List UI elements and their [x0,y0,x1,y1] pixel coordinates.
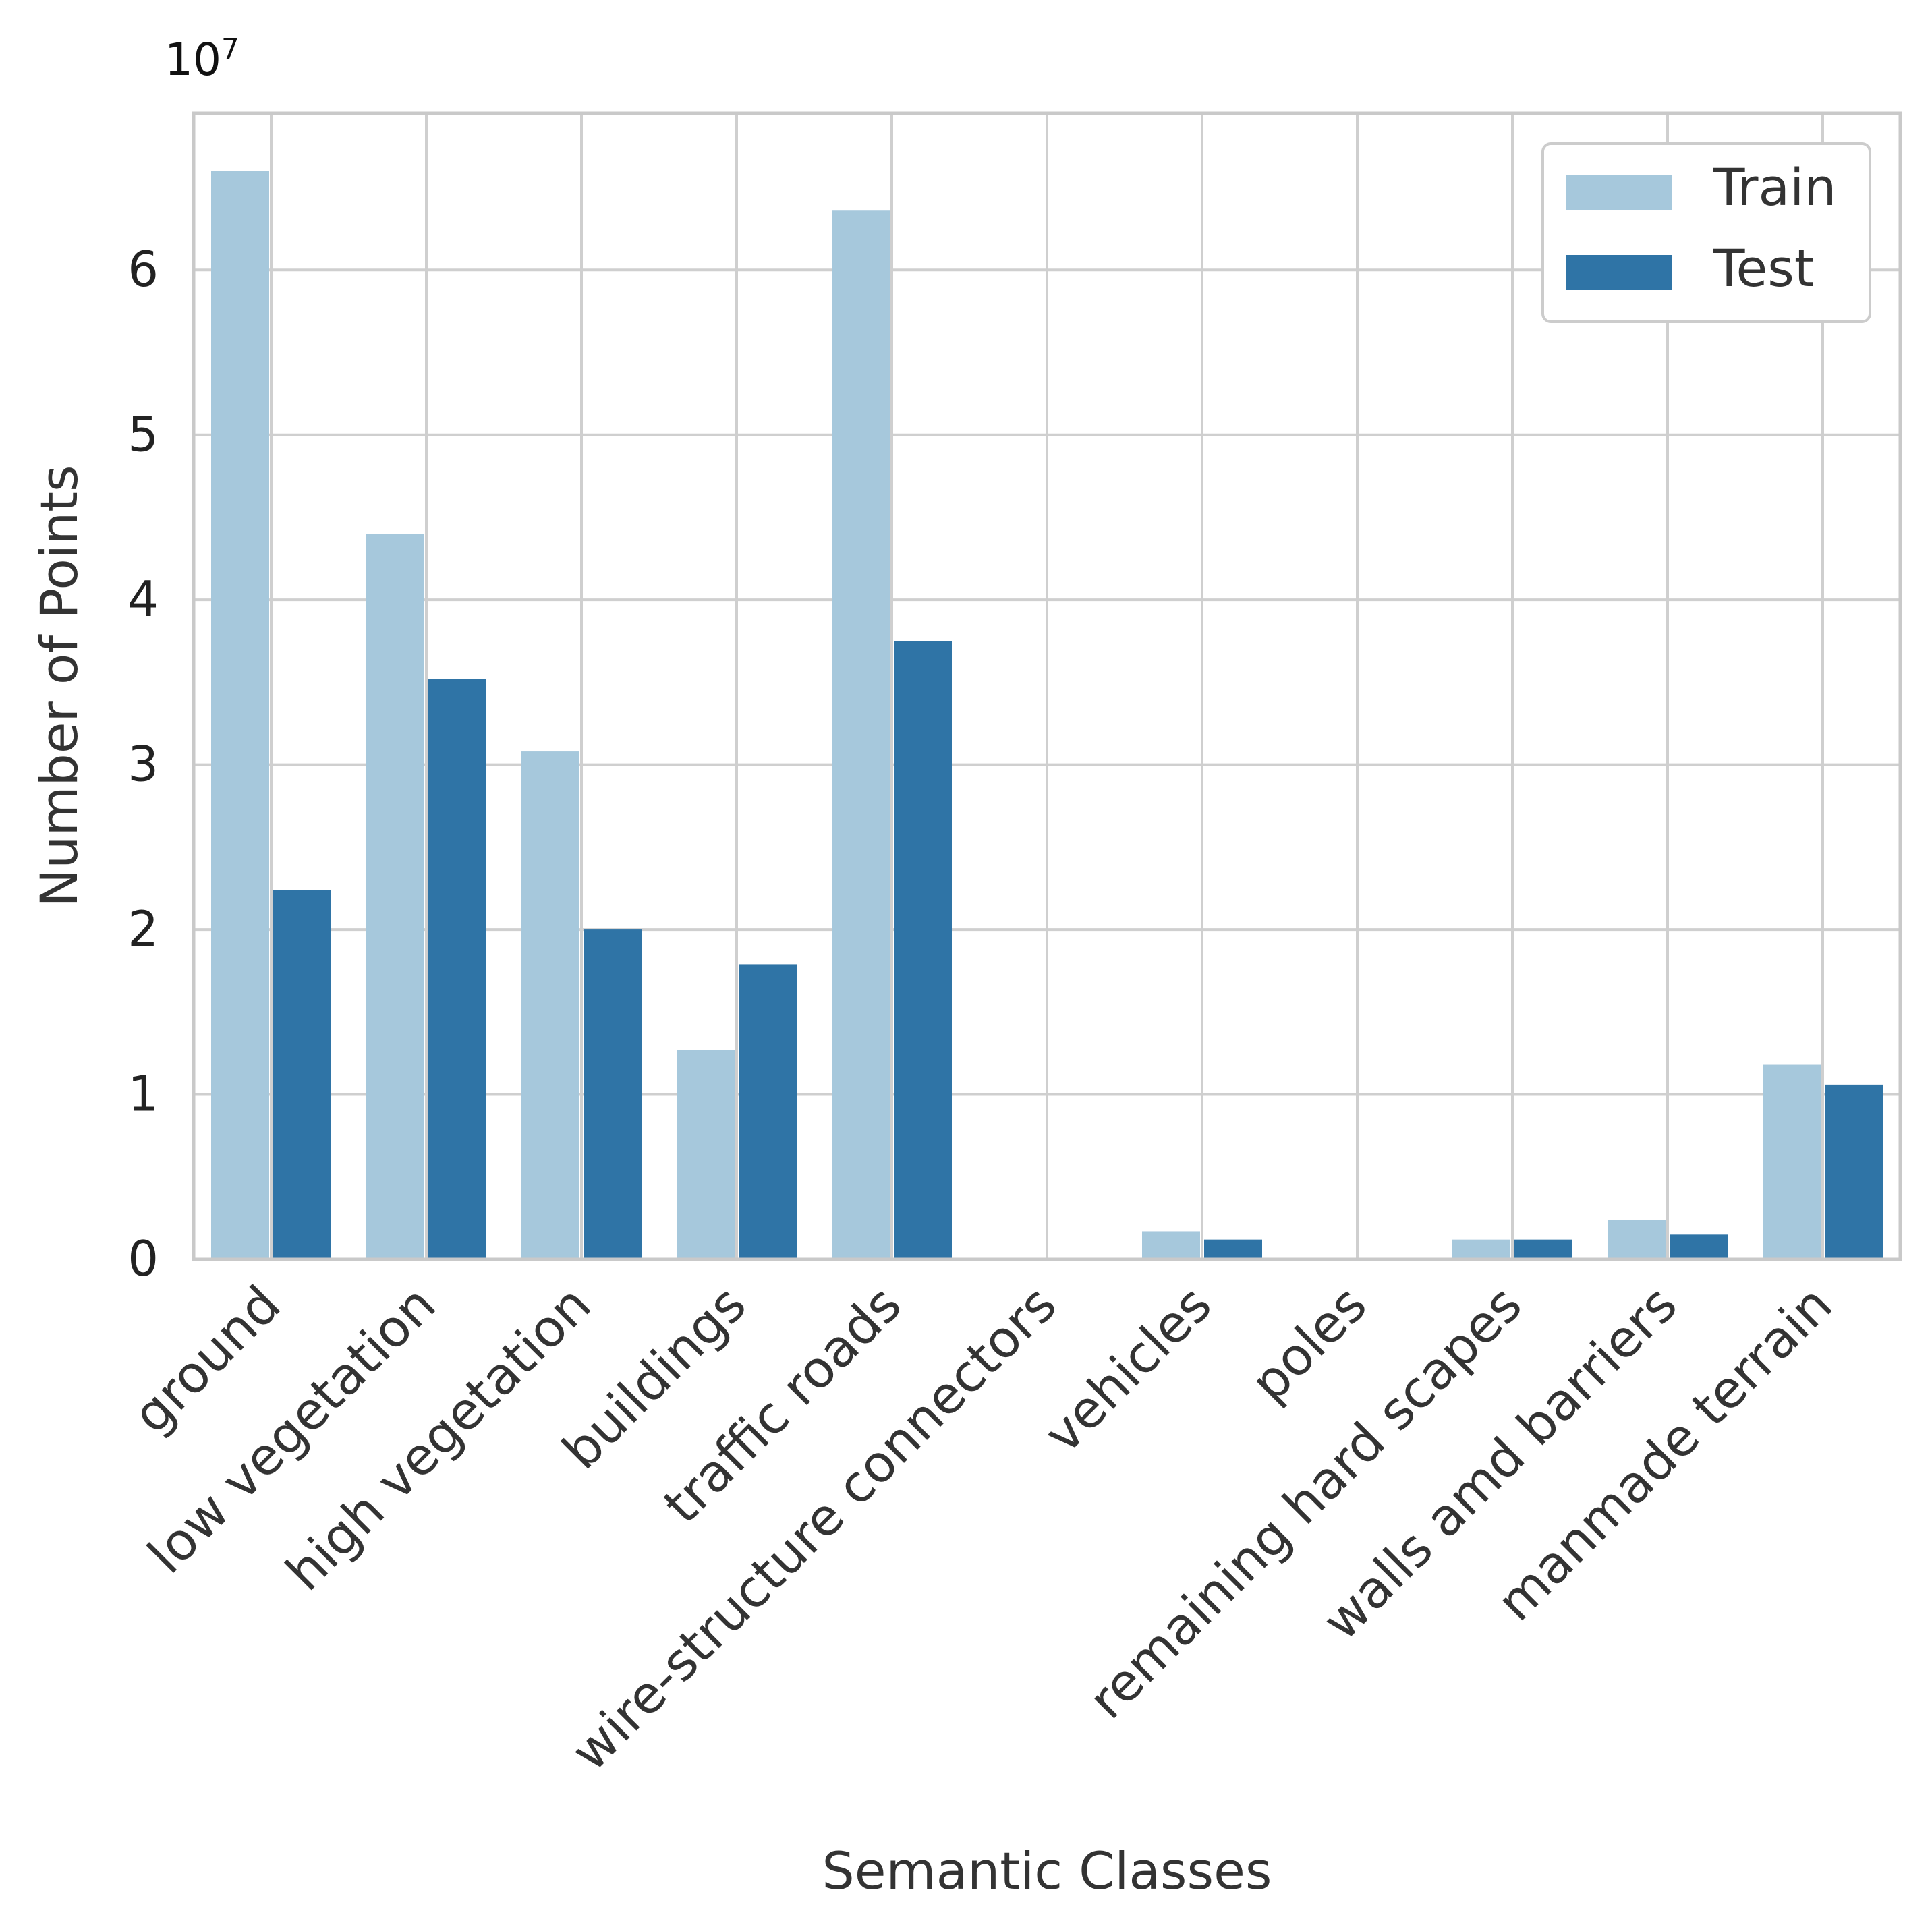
bar-train-10 [1763,1064,1821,1259]
legend-swatch-train [1566,175,1672,210]
bar-train-3 [677,1050,735,1259]
y-tick-label: 5 [127,406,159,463]
plot-frame [192,111,1902,1261]
bar-train-8 [1452,1239,1510,1259]
bar-test-2 [584,929,642,1259]
y-tick-label: 0 [127,1230,159,1287]
y-tick-label: 3 [127,736,159,793]
bar-train-1 [366,534,424,1260]
bar-test-9 [1670,1234,1728,1259]
y-tick-label: 6 [127,241,159,297]
y-tick-labels: 0 1 2 3 4 5 6 [127,241,159,1287]
y-tick-label: 2 [127,900,159,957]
scale-label-base: 10 [165,34,221,86]
bar-train-6 [1142,1231,1200,1259]
y-tick-label: 4 [127,571,159,627]
bar-test-8 [1514,1239,1572,1259]
bar-train-0 [211,171,269,1259]
scale-label: 107 [165,32,239,86]
legend: Train Test [1541,142,1871,323]
y-axis-label: Number of Points [29,465,89,907]
bar-test-4 [894,641,952,1259]
bar-train-4 [832,210,890,1259]
y-tick-label: 1 [127,1066,159,1122]
bar-test-10 [1825,1084,1883,1259]
x-axis-label: Semantic Classes [822,1841,1272,1901]
legend-label-test: Test [1713,238,1815,298]
bar-train-9 [1608,1220,1666,1259]
bar-test-3 [739,964,797,1259]
bar-test-6 [1204,1239,1262,1259]
bar-test-1 [428,679,486,1259]
legend-label-train: Train [1713,157,1836,217]
bars [211,171,1883,1260]
bar-test-0 [273,890,331,1259]
legend-swatch-test [1566,255,1672,290]
bar-train-2 [521,751,579,1259]
scale-label-exponent: 7 [221,32,239,65]
